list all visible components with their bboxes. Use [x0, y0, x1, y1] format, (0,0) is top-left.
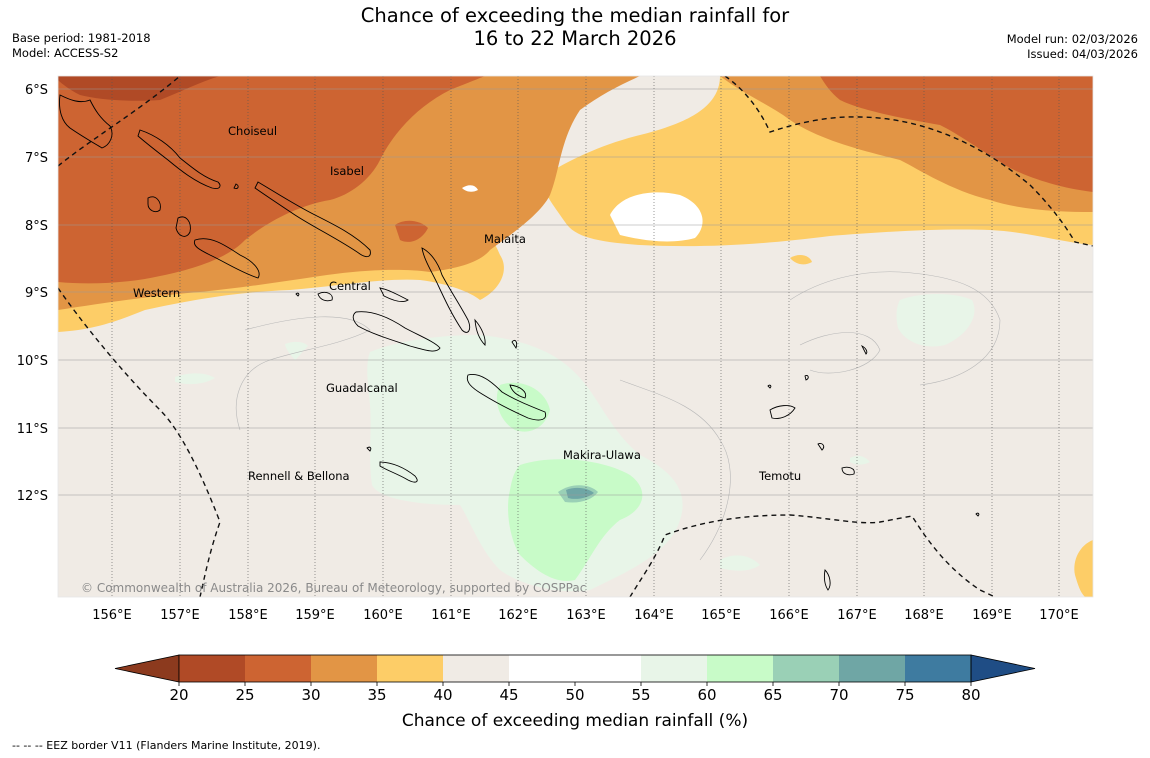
colorbar-tick-label: 50 — [565, 686, 584, 704]
issued-date: Issued: 04/03/2026 — [1027, 47, 1138, 61]
title-line-1: Chance of exceeding the median rainfall … — [360, 4, 790, 27]
longitude-label: 165°E — [701, 608, 741, 623]
place-label: Isabel — [330, 164, 364, 178]
model-info: Base period: 1981-2018 Model: ACCESS-S2 — [12, 31, 151, 61]
band-25-30 — [58, 76, 1093, 284]
malaita-island — [421, 247, 471, 333]
colorbar-tick-label: 70 — [829, 686, 848, 704]
longitude-label: 159°E — [295, 608, 335, 623]
graticule — [58, 76, 1093, 597]
place-label: Makira-Ulawa — [563, 448, 641, 462]
model-run-date: Model run: 02/03/2026 — [1006, 32, 1138, 46]
colorbar-bin — [377, 655, 443, 682]
longitude-label: 167°E — [837, 608, 877, 623]
colorbar-tick-label: 25 — [235, 686, 254, 704]
florida-islands — [317, 291, 333, 302]
model-name: Model: ACCESS-S2 — [12, 46, 119, 60]
colorbar-tick-label: 30 — [301, 686, 320, 704]
longitude-label: 164°E — [634, 608, 674, 623]
colorbar-tick-label: 75 — [895, 686, 914, 704]
colorbar-bin — [773, 655, 839, 682]
colorbar-tick-label: 65 — [763, 686, 782, 704]
colorbar-bin — [707, 655, 773, 682]
colorbar-tick-label: 60 — [697, 686, 716, 704]
contour-lines — [236, 271, 1001, 561]
rennell-island — [379, 461, 418, 483]
choiseul-island — [137, 129, 221, 189]
colorbar-tick-label: 55 — [631, 686, 650, 704]
band-60-65 — [508, 459, 643, 581]
place-label: Guadalcanal — [326, 381, 398, 395]
latitude-label: 9°S — [25, 286, 48, 301]
longitude-label: 162°E — [498, 608, 538, 623]
colorbar-bin — [575, 655, 641, 682]
band-55-60-east — [896, 294, 975, 347]
colorbar-over-arrow — [970, 654, 1036, 683]
colorbar-tick-label: 45 — [499, 686, 518, 704]
colorbar-bin — [509, 655, 575, 682]
isabel-island — [254, 181, 371, 258]
place-label: Choiseul — [228, 124, 277, 138]
map-frame — [57, 75, 1094, 598]
latitude-label: 6°S — [25, 83, 48, 98]
run-info: Model run: 02/03/2026 Issued: 04/03/2026 — [1007, 32, 1138, 62]
latitude-label: 7°S — [25, 151, 48, 166]
chart-title: Chance of exceeding the median rainfall … — [250, 4, 900, 50]
province-labels: Choiseul Isabel Malaita Western Central … — [133, 124, 801, 483]
longitude-label: 169°E — [972, 608, 1012, 623]
colorbar-tick-labels: 20 25 30 35 40 45 50 55 60 65 70 75 80 — [169, 682, 981, 704]
base-period: Base period: 1981-2018 — [12, 31, 151, 45]
makira-island — [466, 374, 547, 421]
colorbar-under-arrow — [114, 654, 180, 683]
colorbar-bin — [179, 655, 245, 682]
latitude-label: 11°S — [17, 422, 48, 437]
longitude-label: 158°E — [228, 608, 268, 623]
longitude-label: 163°E — [566, 608, 606, 623]
colorbar-tick-label: 40 — [433, 686, 452, 704]
colorbar-bin — [311, 655, 377, 682]
colorbar-bin — [839, 655, 905, 682]
latitude-label: 8°S — [25, 219, 48, 234]
longitude-label: 161°E — [431, 608, 471, 623]
rainfall-probability-field — [58, 76, 1093, 597]
longitude-label: 166°E — [769, 608, 809, 623]
longitude-label: 157°E — [160, 608, 200, 623]
colorbar-tick-label: 20 — [169, 686, 188, 704]
place-label: Malaita — [484, 232, 526, 246]
colorbar-bin — [905, 655, 971, 682]
colorbar-bin — [641, 655, 707, 682]
place-label: Central — [329, 279, 371, 293]
eez-border — [58, 76, 1093, 597]
colorbar-tick-label: 35 — [367, 686, 386, 704]
place-label: Temotu — [758, 469, 801, 483]
coastlines — [59, 94, 980, 591]
latitude-labels: 6°S 7°S 8°S 9°S 10°S 11°S 12°S — [17, 83, 48, 504]
colorbar — [114, 654, 1036, 683]
longitude-labels: 156°E 157°E 158°E 159°E 160°E 161°E 162°E 163°E… — [92, 608, 1079, 623]
colorbar-tick-label: 80 — [961, 686, 980, 704]
colorbar-title: Chance of exceeding median rainfall (%) — [402, 711, 748, 731]
place-label: Rennell & Bellona — [248, 469, 350, 483]
longitude-label: 160°E — [363, 608, 403, 623]
copyright-notice: © Commonwealth of Australia 2026, Bureau… — [81, 581, 586, 595]
guadalcanal-island — [352, 311, 441, 352]
band-20-25 — [58, 76, 220, 101]
longitude-label: 170°E — [1039, 608, 1079, 623]
latitude-label: 12°S — [17, 489, 48, 504]
colorbar-bin — [443, 655, 509, 682]
new-georgia — [175, 216, 191, 237]
colorbar-bin — [245, 655, 311, 682]
santa-cruz-islands — [769, 405, 796, 419]
latitude-label: 10°S — [17, 354, 48, 369]
longitude-label: 168°E — [904, 608, 944, 623]
place-label: Western — [133, 286, 180, 300]
title-line-2: 16 to 22 March 2026 — [473, 27, 677, 50]
eez-footnote: -- -- -- EEZ border V11 (Flanders Marine… — [12, 739, 321, 752]
longitude-label: 156°E — [92, 608, 132, 623]
